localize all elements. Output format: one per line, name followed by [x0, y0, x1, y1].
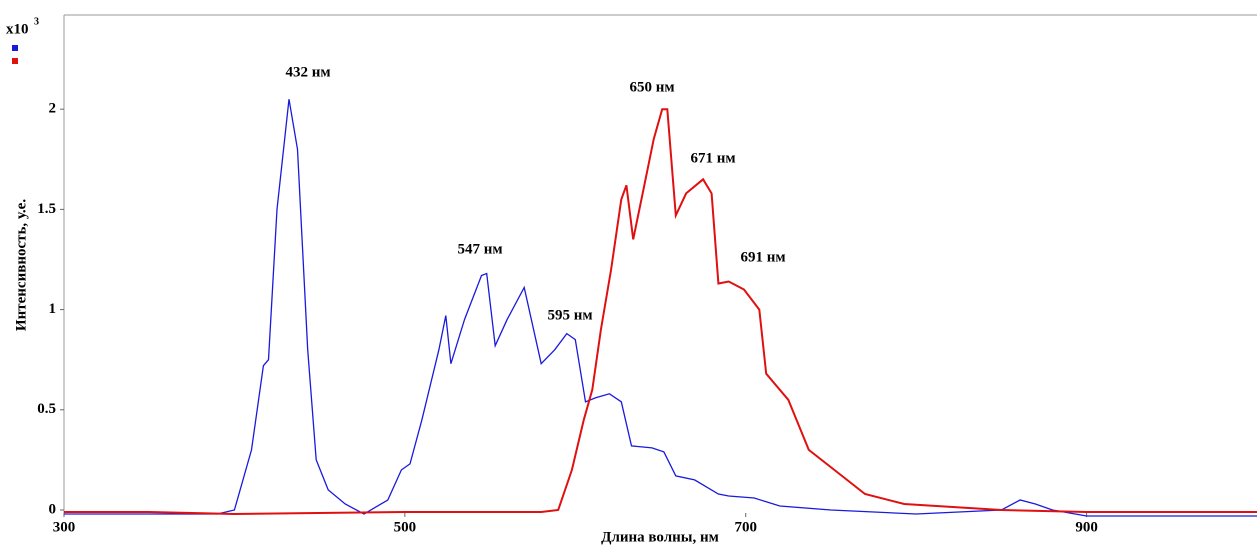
y-tick-label: 2	[49, 101, 57, 117]
peak-label: 671 нм	[690, 150, 735, 166]
peak-label: 691 нм	[740, 249, 785, 265]
x-axis-title: Длина волны, нм	[601, 529, 719, 545]
legend-marker	[12, 58, 18, 64]
peak-label: 547 нм	[457, 241, 502, 257]
x-tick-label: 300	[53, 519, 76, 535]
y-multiplier: x10	[6, 21, 29, 37]
y-multiplier-exponent: 3	[34, 16, 39, 27]
x-tick-label: 700	[734, 519, 757, 535]
legend-marker	[12, 45, 18, 51]
y-tick-label: 1.5	[37, 201, 56, 217]
spectrum-line	[64, 108, 1257, 516]
y-tick-label: 1	[49, 301, 57, 317]
peak-label: 650 нм	[629, 79, 674, 95]
peak-label: 595 нм	[547, 307, 592, 323]
y-tick-label: 0.5	[37, 401, 56, 417]
y-tick-label: 0	[49, 501, 57, 517]
y-axis-title: Интенсивность, у.е.	[13, 199, 29, 331]
x-tick-label: 900	[1075, 519, 1098, 535]
x-tick-label: 500	[394, 519, 417, 535]
peak-label: 432 нм	[285, 64, 330, 80]
spectrum-line	[64, 99, 1257, 517]
